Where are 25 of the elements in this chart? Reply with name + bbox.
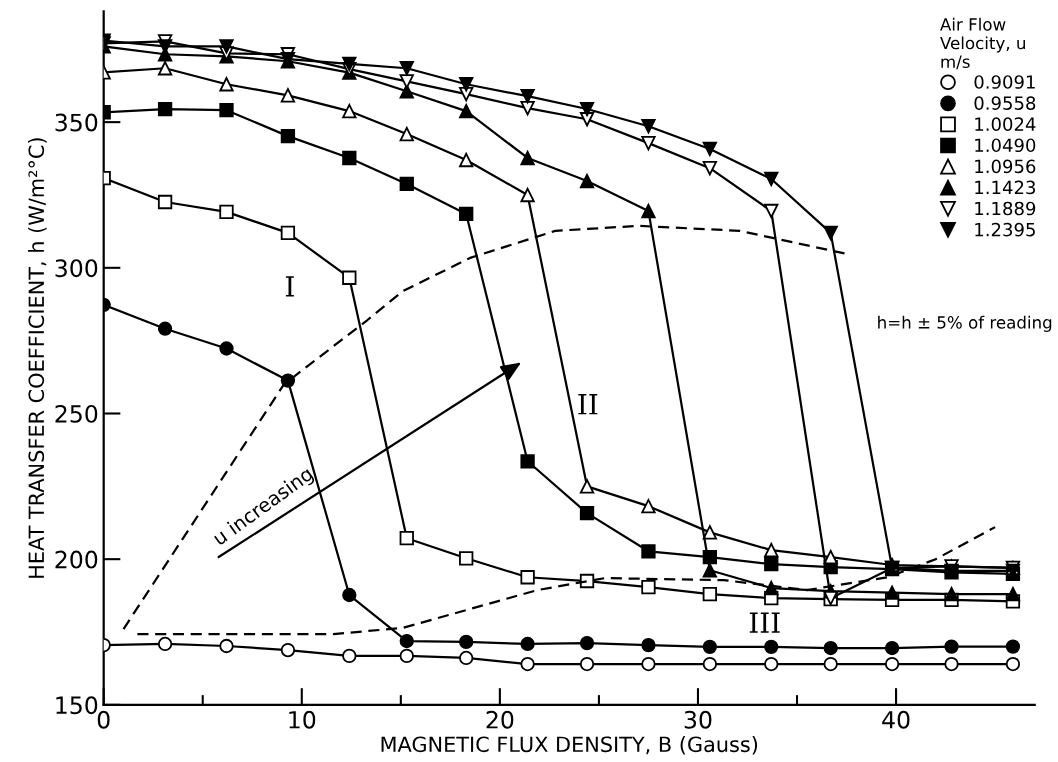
- x-tick-label: 20: [486, 710, 514, 729]
- x-tick-label: 40: [882, 710, 910, 729]
- x-tick-label: 10: [289, 710, 316, 729]
- y-tick-label: 300: [55, 259, 98, 278]
- legend-label: 1.1423: [975, 180, 1036, 195]
- y-axis-title: HEAT TRANSFER COEFFICIENT, h (W/m²°C): [28, 138, 47, 578]
- annotation: h=h ± 5% of reading: [878, 315, 1052, 332]
- legend-label: 1.2395: [975, 222, 1035, 237]
- legend-label: 0.9558: [974, 96, 1036, 110]
- x-axis-title: MAGNETIC FLUX DENSITY, B (Gauss): [381, 736, 758, 755]
- y-tick-label: 350: [55, 113, 98, 132]
- legend-label: 1.0956: [975, 159, 1036, 174]
- legend-label: 1.0024: [975, 117, 1036, 131]
- y-tick-label: 200: [55, 550, 98, 569]
- x-tick-label: 0: [97, 710, 110, 729]
- y-tick-label: 250: [55, 404, 98, 423]
- legend-label: 1.0490: [975, 138, 1036, 153]
- legend-label: 0.9091: [974, 75, 1035, 89]
- legend-label: 1.1889: [975, 201, 1036, 216]
- annotation: III: [749, 612, 780, 633]
- x-tick-label: 30: [684, 710, 712, 729]
- legend-title: Air Flow Velocity, u m/s: [940, 17, 1025, 70]
- y-tick-label: 150: [56, 696, 98, 715]
- annotation: I: [285, 276, 294, 297]
- annotation: II: [578, 394, 598, 415]
